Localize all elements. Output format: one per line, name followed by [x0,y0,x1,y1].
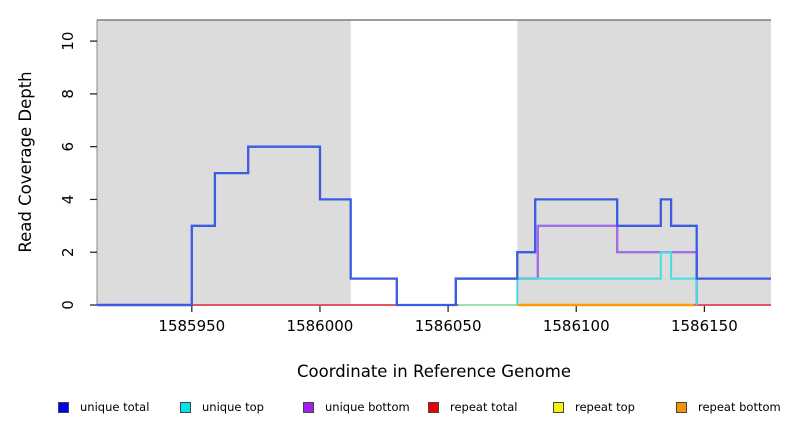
y-tick-label: 2 [59,247,77,257]
legend-swatch-repeat-bottom [676,401,687,413]
x-tick-label: 1585950 [158,317,225,335]
series-line-unique-total [97,145,771,307]
x-tick-label: 1586000 [287,317,354,335]
x-axis-label: Coordinate in Reference Genome [297,362,571,381]
y-tick-label: 4 [59,195,77,205]
legend-item-unique-top: unique top [180,398,264,416]
legend-label: repeat total [450,400,518,414]
legend-label: repeat bottom [698,400,781,414]
y-axis-label: Read Coverage Depth [16,71,35,252]
legend-swatch-repeat-top [553,401,564,413]
legend-swatch-unique-bottom [303,401,314,413]
y-tick-label: 0 [59,300,77,310]
legend-swatch-repeat-total [428,401,439,413]
x-tick-label: 1586100 [543,317,610,335]
legend-item-unique-bottom: unique bottom [303,398,410,416]
legend-item-repeat-top: repeat top [553,398,635,416]
y-tick-label: 8 [59,89,77,99]
shaded-region-0 [97,20,351,305]
legend-swatch-unique-top [180,401,191,413]
chart-legend: unique total unique top unique bottom repea… [0,398,792,422]
shaded-region-1 [517,20,771,305]
legend-label: unique top [202,400,264,414]
legend-item-repeat-total: repeat total [428,398,517,416]
legend-item-repeat-bottom: repeat bottom [676,398,781,416]
y-tick-label: 10 [59,32,77,51]
x-tick-label: 1586150 [671,317,738,335]
y-tick-label: 6 [59,142,77,152]
legend-label: unique total [80,400,150,414]
legend-label: unique bottom [325,400,410,414]
legend-swatch-unique-total [58,401,69,413]
x-tick-label: 1586050 [415,317,482,335]
series-line-unique-top [516,251,698,305]
legend-item-unique-total: unique total [58,398,149,416]
legend-label: repeat top [575,400,635,414]
